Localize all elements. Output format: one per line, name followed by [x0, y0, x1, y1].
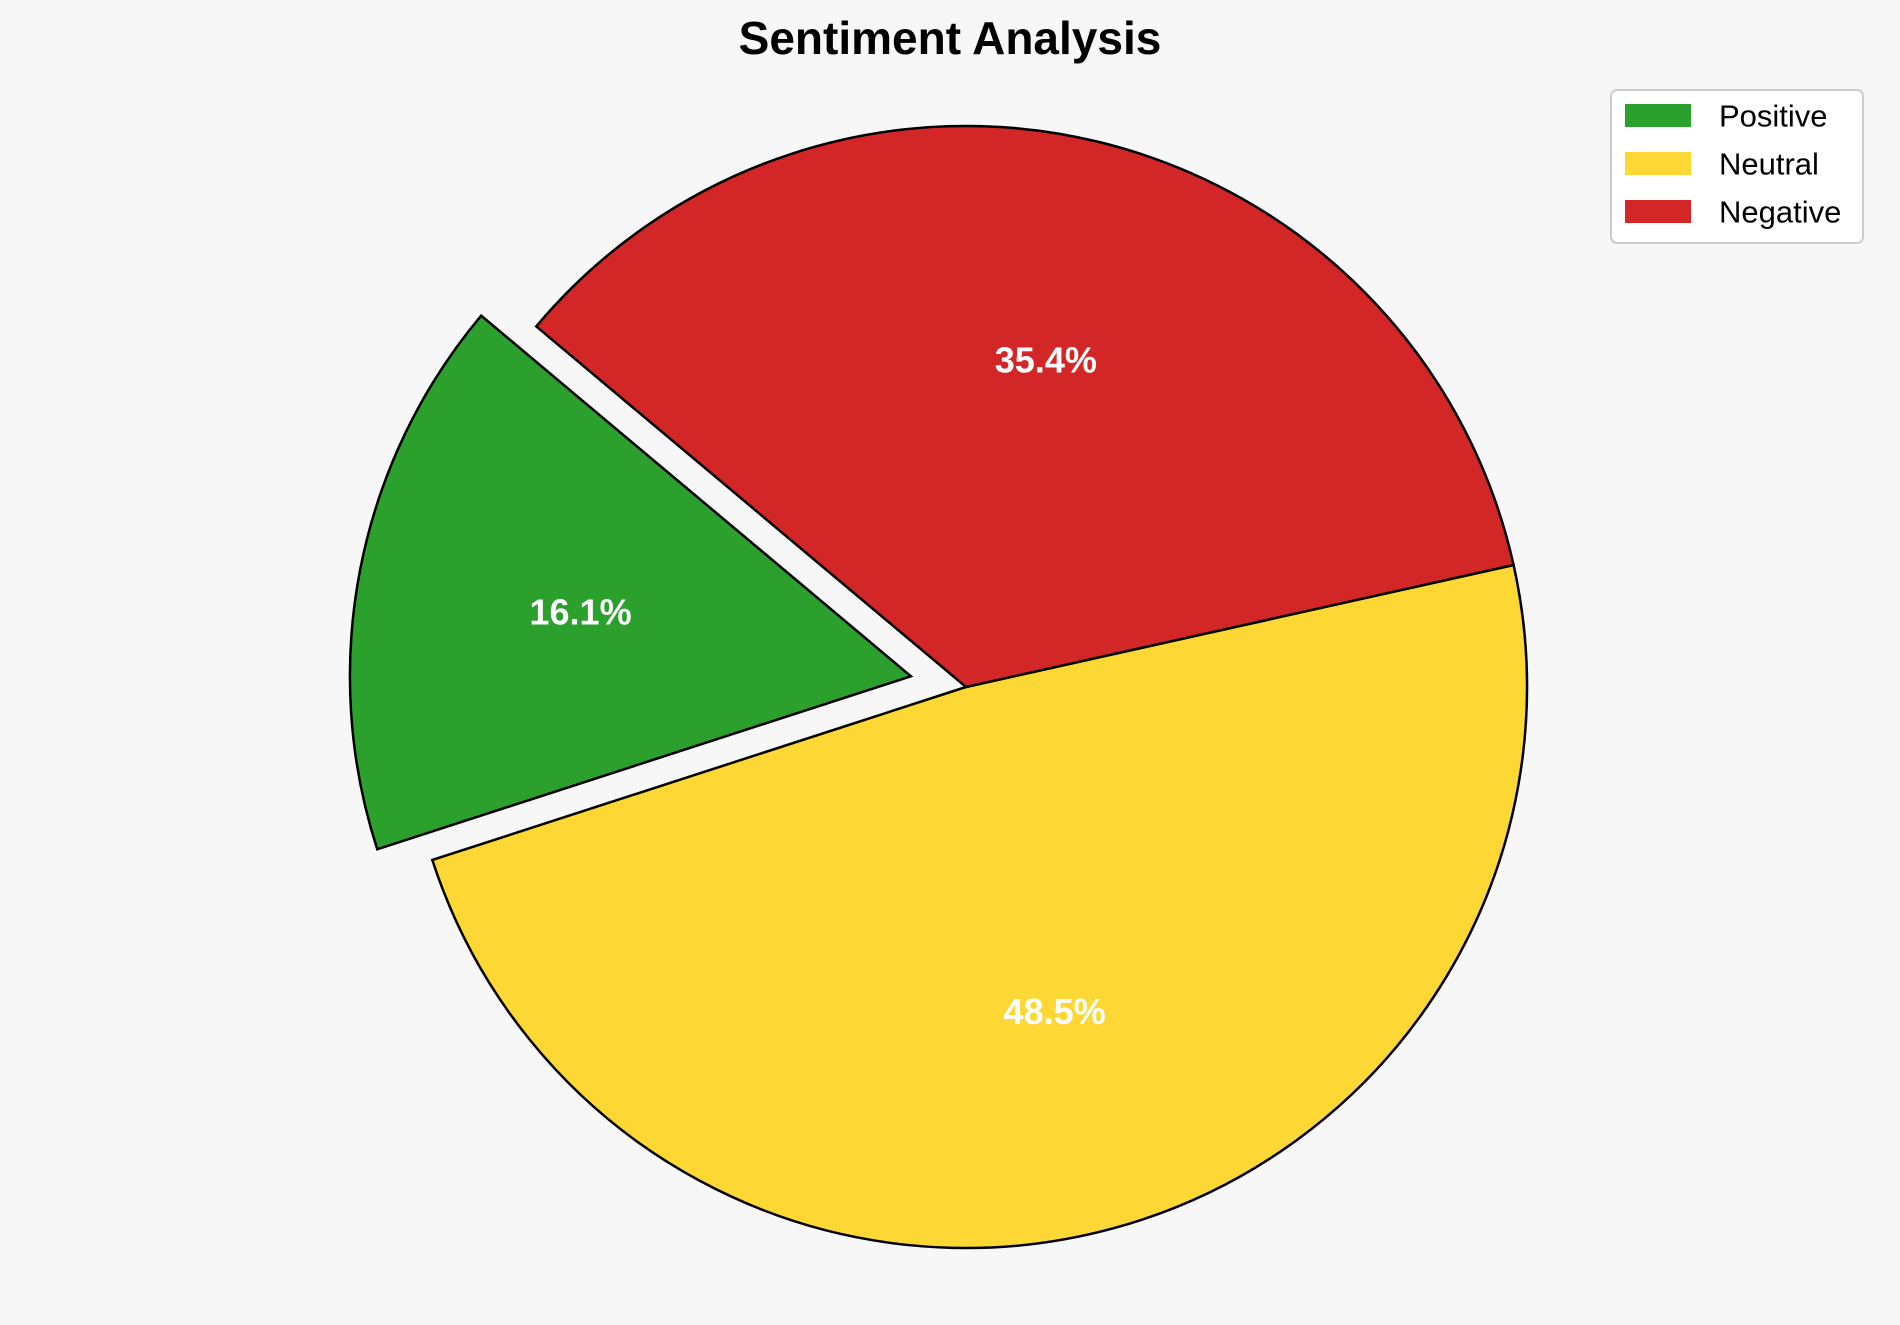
legend-swatch-positive	[1625, 104, 1691, 127]
slice-label-neutral: 48.5%	[1004, 991, 1106, 1032]
pie-slice-positive	[348, 313, 914, 851]
legend-label-neutral: Neutral	[1719, 147, 1819, 182]
pie-slice-labels: 16.1% 48.5% 35.4%	[530, 340, 1106, 1033]
pie-slice-negative	[534, 124, 1516, 689]
chart-title: Sentiment Analysis	[739, 12, 1162, 64]
legend: Positive Neutral Negative	[1610, 89, 1864, 244]
legend-swatch-negative	[1625, 200, 1691, 223]
legend-label-positive: Positive	[1719, 99, 1828, 134]
legend-swatch-neutral	[1625, 152, 1691, 175]
pie-slice-neutral	[430, 563, 1529, 1250]
slice-label-positive: 16.1%	[530, 591, 632, 632]
legend-items: Positive Neutral Negative	[1625, 99, 1841, 230]
legend-label-negative: Negative	[1719, 195, 1841, 230]
pie-slices	[348, 124, 1529, 1250]
slice-label-negative: 35.4%	[995, 340, 1097, 381]
